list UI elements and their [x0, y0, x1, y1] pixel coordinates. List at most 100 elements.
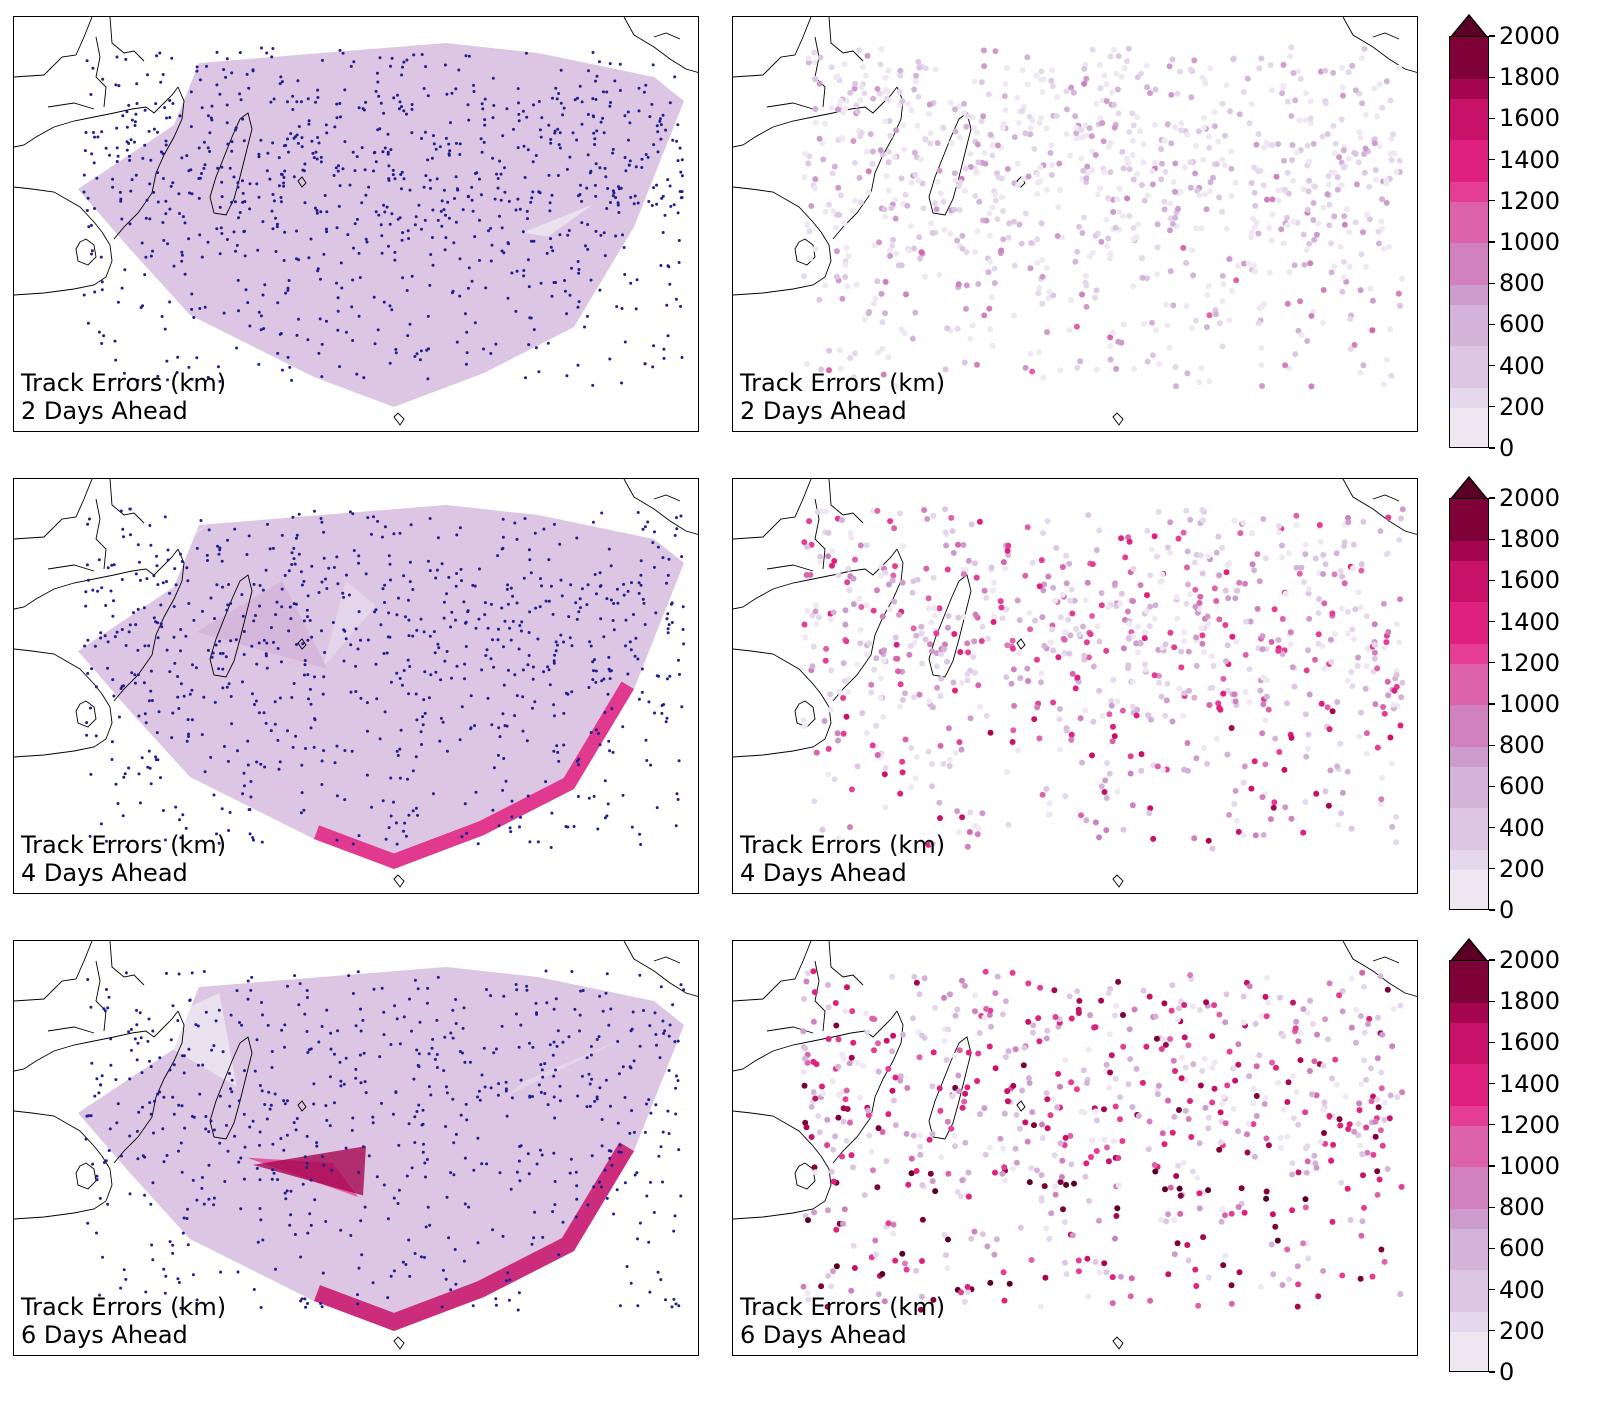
cyclone-position-dot — [195, 546, 199, 550]
error-point — [1303, 753, 1310, 760]
error-point — [908, 1155, 915, 1162]
error-point — [1041, 76, 1048, 83]
cyclone-position-dot — [303, 659, 307, 662]
error-point — [1043, 1225, 1050, 1232]
panel-label: Track Errors (km) 4 Days Ahead — [21, 831, 226, 887]
cyclone-position-dot — [422, 630, 426, 634]
error-point — [1152, 1168, 1159, 1175]
cyclone-position-dot — [425, 1001, 429, 1005]
error-point — [1355, 654, 1362, 661]
cyclone-position-dot — [204, 1010, 208, 1014]
cyclone-position-dot — [339, 1079, 343, 1083]
cyclone-position-dot — [436, 218, 440, 222]
cyclone-position-dot — [215, 50, 219, 54]
error-point — [938, 1154, 945, 1161]
error-point — [851, 350, 858, 357]
error-point — [1062, 1057, 1069, 1064]
cyclone-position-dot — [85, 721, 89, 725]
cyclone-position-dot — [447, 1236, 451, 1240]
cyclone-position-dot — [675, 516, 678, 520]
error-point — [1293, 1089, 1300, 1096]
error-point — [971, 560, 978, 567]
error-point — [1196, 600, 1203, 606]
cyclone-position-dot — [542, 527, 546, 531]
cyclone-position-dot — [259, 328, 263, 332]
error-point — [1290, 1073, 1296, 1079]
error-point — [1203, 206, 1210, 213]
cyclone-position-dot — [605, 207, 609, 210]
cyclone-position-dot — [222, 311, 226, 315]
error-point — [1096, 1269, 1103, 1276]
error-point — [1043, 1035, 1050, 1042]
error-point — [1093, 100, 1100, 107]
cyclone-position-dot — [362, 108, 366, 112]
error-point — [1172, 1068, 1178, 1074]
error-point — [1047, 1112, 1054, 1119]
cyclone-position-dot — [325, 131, 329, 135]
cyclone-position-dot — [258, 1143, 261, 1147]
cyclone-position-dot — [578, 84, 582, 88]
cyclone-position-dot — [168, 1240, 172, 1244]
cyclone-position-dot — [668, 674, 672, 678]
cyclone-position-dot — [676, 159, 680, 163]
cyclone-position-dot — [609, 101, 612, 104]
cyclone-position-dot — [408, 665, 412, 668]
cyclone-position-dot — [267, 1090, 271, 1094]
cyclone-position-dot — [676, 1079, 680, 1083]
error-point — [1393, 839, 1400, 846]
cyclone-position-dot — [162, 1160, 166, 1164]
cyclone-position-dot — [654, 1103, 658, 1107]
error-point — [1059, 591, 1066, 598]
cyclone-position-dot — [680, 356, 684, 359]
cyclone-position-dot — [289, 1189, 293, 1193]
error-point — [929, 1083, 936, 1090]
error-point — [845, 689, 852, 696]
error-point — [875, 1291, 882, 1298]
error-point — [1367, 285, 1374, 292]
error-point — [1305, 731, 1312, 738]
cyclone-position-dot — [377, 94, 381, 98]
cyclone-position-dot — [622, 593, 626, 597]
error-point — [1244, 1131, 1250, 1138]
error-point — [964, 1283, 971, 1290]
error-point — [870, 1167, 876, 1174]
error-point — [1378, 1246, 1385, 1253]
cyclone-position-dot — [381, 150, 385, 154]
error-point — [871, 242, 878, 249]
error-point — [1282, 804, 1289, 811]
error-point — [1183, 600, 1190, 607]
error-point — [816, 296, 823, 303]
cyclone-position-dot — [637, 581, 641, 585]
error-point — [1394, 1094, 1401, 1100]
cyclone-position-dot — [356, 1302, 360, 1306]
cyclone-position-dot — [417, 203, 421, 207]
cyclone-position-dot — [121, 527, 125, 531]
error-point — [1398, 515, 1404, 522]
cyclone-position-dot — [538, 128, 542, 132]
error-point — [826, 367, 832, 374]
error-point — [1110, 209, 1117, 215]
cyclone-position-dot — [670, 1305, 674, 1309]
cyclone-position-dot — [215, 583, 219, 587]
cyclone-position-dot — [652, 186, 656, 190]
error-point — [1320, 1107, 1327, 1113]
error-point — [824, 1142, 831, 1149]
cyclone-position-dot — [168, 116, 172, 119]
error-point — [989, 342, 996, 349]
cyclone-position-dot — [503, 724, 507, 728]
error-point — [1346, 1121, 1353, 1128]
cyclone-position-dot — [587, 69, 590, 73]
cyclone-position-dot — [427, 696, 431, 700]
cyclone-position-dot — [637, 86, 641, 90]
error-point — [1181, 1002, 1188, 1008]
cyclone-position-dot — [497, 627, 500, 631]
cyclone-position-dot — [179, 628, 183, 631]
cyclone-position-dot — [558, 1099, 562, 1103]
cyclone-position-dot — [676, 123, 680, 127]
error-point — [1036, 120, 1043, 127]
error-point — [1289, 157, 1296, 163]
error-point — [1135, 221, 1141, 228]
error-point — [1198, 625, 1205, 632]
cyclone-position-dot — [379, 101, 383, 105]
cyclone-position-dot — [583, 325, 586, 329]
